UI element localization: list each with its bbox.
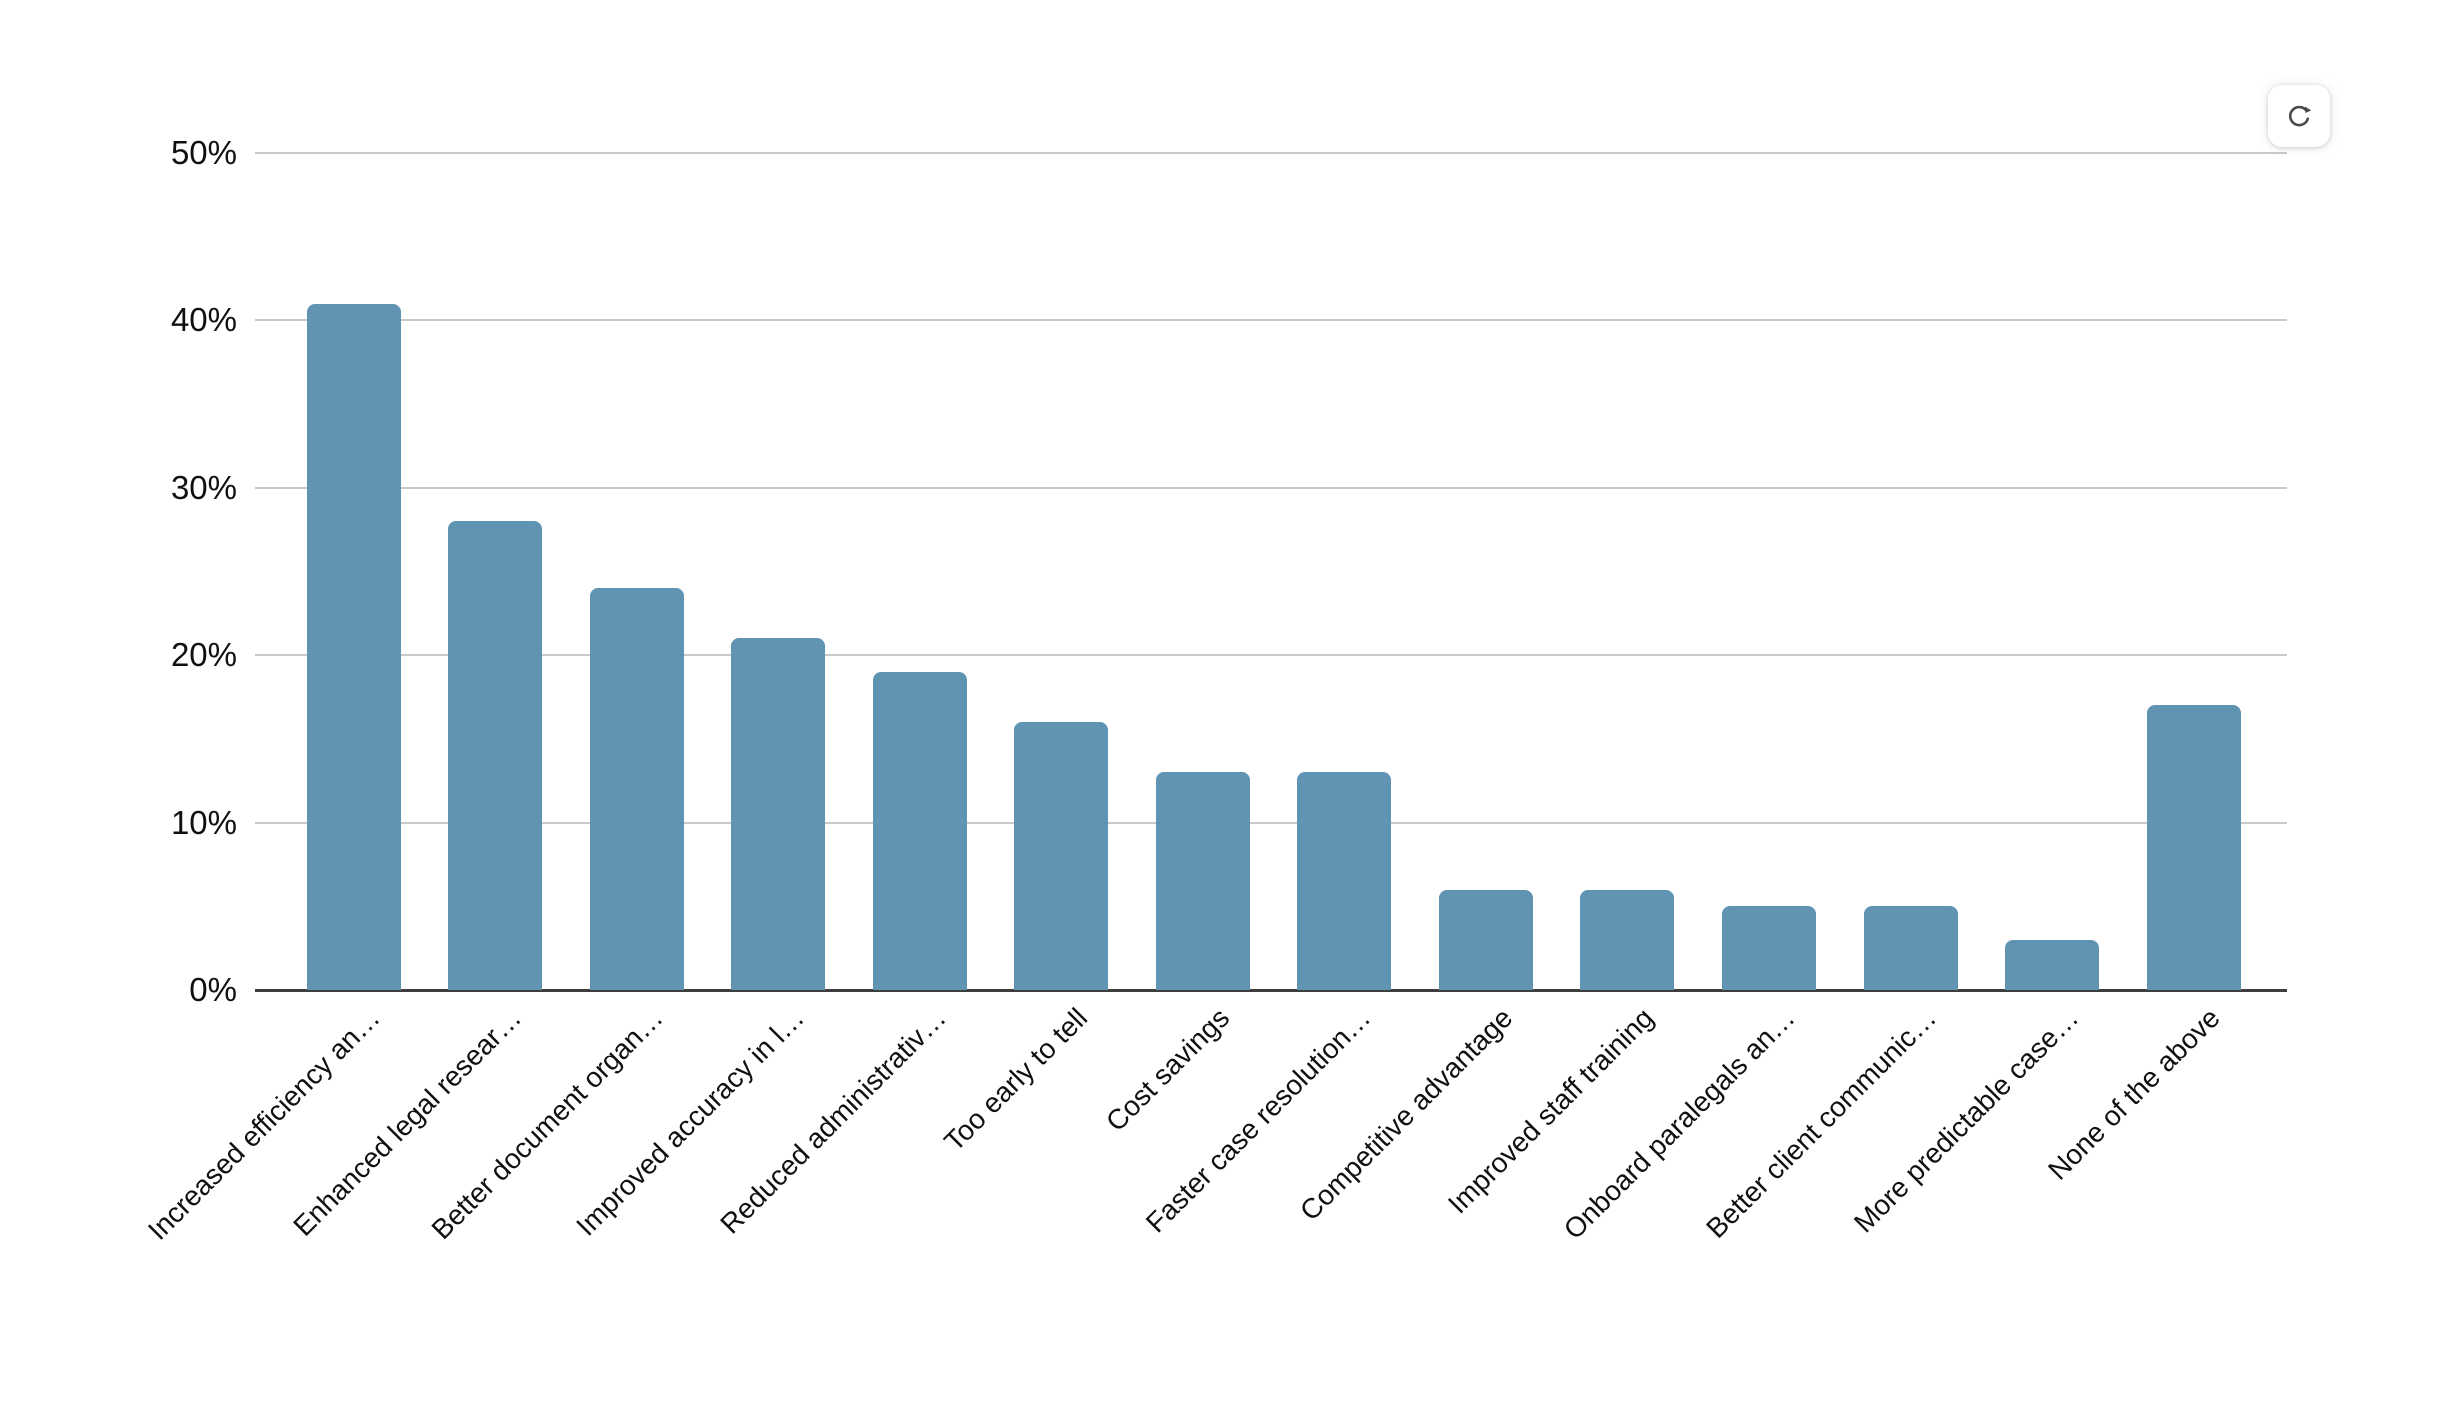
y-gridline: [255, 821, 2287, 824]
bar[interactable]: [589, 588, 684, 990]
y-gridline: [255, 486, 2287, 489]
bar[interactable]: [1438, 889, 1533, 990]
y-axis-tick-label: 0%: [189, 971, 237, 1008]
bar[interactable]: [1722, 906, 1816, 990]
x-axis-category-label: Enhanced legal resear…: [287, 1002, 527, 1242]
y-axis-tick-label: 50%: [170, 134, 237, 171]
y-axis-tick-label: 10%: [170, 803, 237, 841]
x-axis-category-label: Onboard paralegals an…: [1557, 1002, 1801, 1246]
bar[interactable]: [306, 303, 401, 990]
y-axis-tick-label: 30%: [170, 468, 237, 506]
bar[interactable]: [731, 638, 826, 990]
bar[interactable]: [2005, 939, 2100, 990]
y-axis-tick-label: 20%: [170, 636, 237, 674]
x-axis-category-label: Improved accuracy in l…: [570, 1002, 811, 1242]
y-gridline: [255, 319, 2287, 322]
bar[interactable]: [448, 521, 543, 990]
x-axis-category-label: Reduced administrativ…: [714, 1002, 952, 1240]
y-gridline: [255, 654, 2287, 657]
x-axis-category-label: Better document organ…: [425, 1002, 669, 1246]
y-gridline: [255, 152, 2287, 154]
bar[interactable]: [1297, 772, 1392, 990]
bar[interactable]: [1155, 772, 1250, 990]
bar[interactable]: [1014, 722, 1109, 990]
refresh-icon: [2286, 103, 2313, 130]
x-axis-category-label: Too early to tell: [938, 1002, 1094, 1158]
x-axis-line: [255, 989, 2287, 992]
x-axis-category-label: Cost savings: [1099, 1002, 1235, 1138]
x-axis-category-label: Faster case resolution…: [1139, 1002, 1377, 1239]
bar[interactable]: [872, 671, 967, 990]
bar[interactable]: [1863, 906, 1958, 990]
bar[interactable]: [1580, 889, 1675, 990]
bar[interactable]: [2146, 705, 2241, 990]
refresh-button[interactable]: [2268, 85, 2330, 147]
x-axis-category-label: Better client communic…: [1700, 1002, 1943, 1244]
y-axis-tick-label: 40%: [170, 301, 237, 339]
x-axis-category-label: Increased efficiency an…: [141, 1002, 386, 1246]
